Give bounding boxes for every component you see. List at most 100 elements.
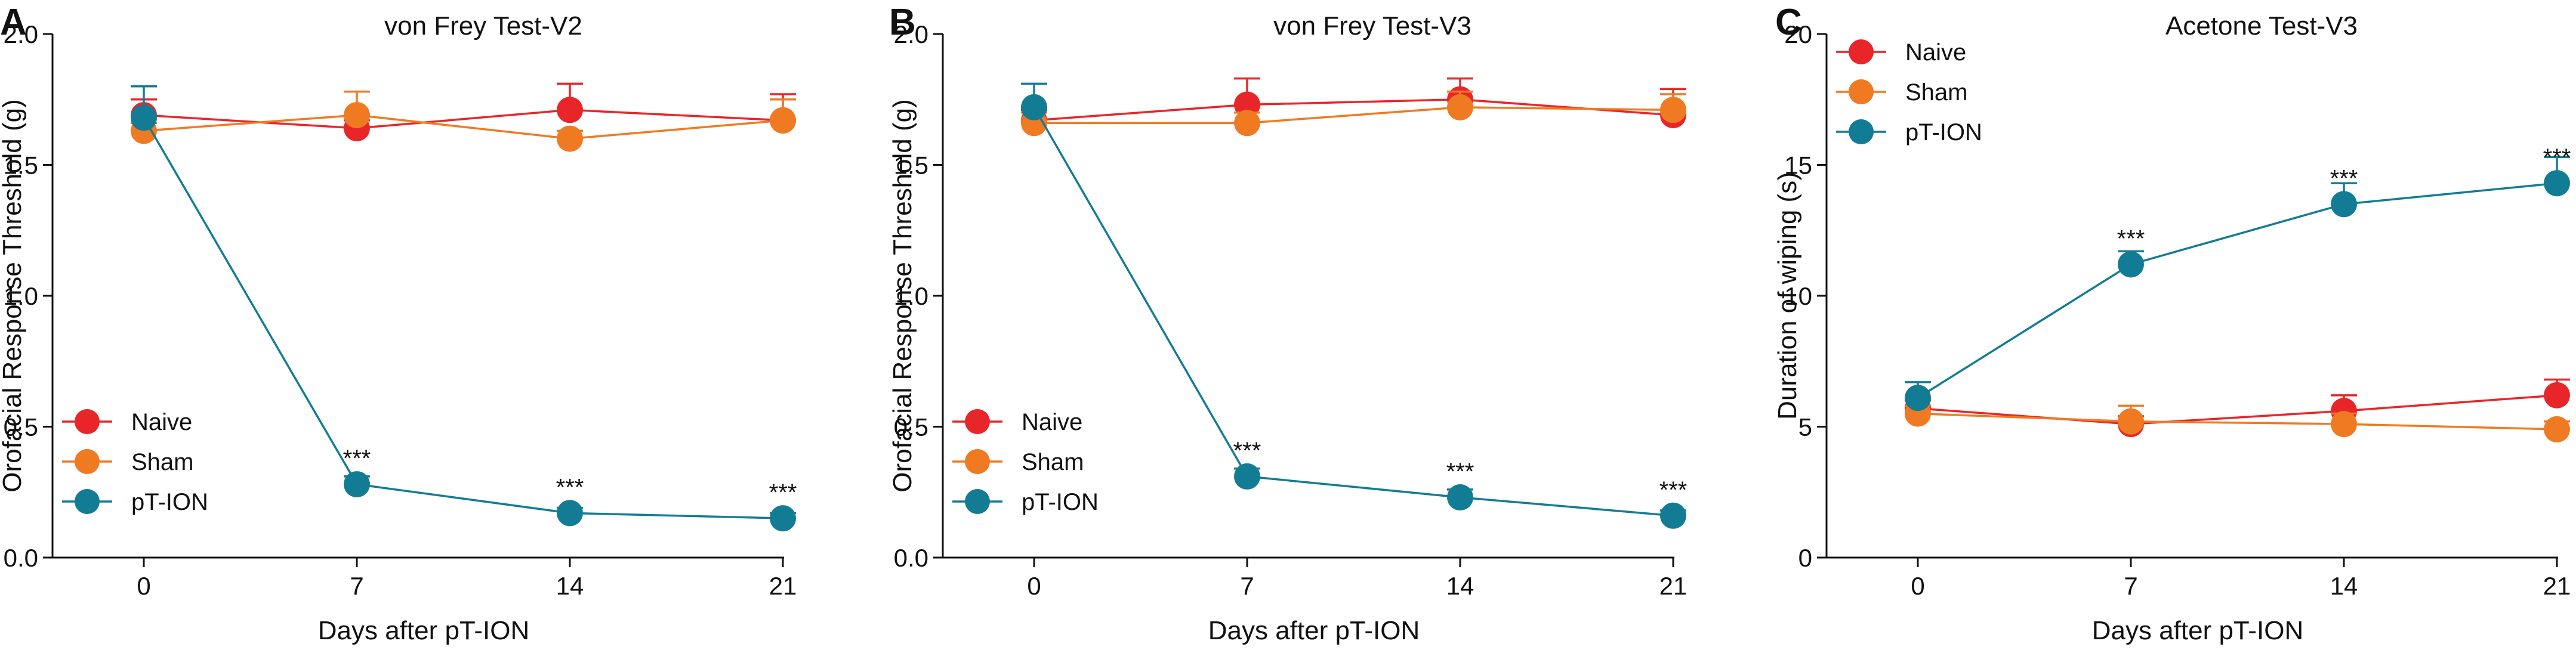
legend-swatch-marker xyxy=(75,449,100,474)
y-tick-label: 0 xyxy=(1798,544,1812,572)
data-point-naive xyxy=(2544,382,2570,408)
x-tick-label: 7 xyxy=(2124,572,2137,600)
y-tick-label: 15 xyxy=(1784,151,1812,179)
chart-title: von Frey Test-V2 xyxy=(384,11,582,41)
y-tick-label: 1.5 xyxy=(4,151,38,179)
significance-marker: *** xyxy=(1446,459,1474,485)
significance-marker: *** xyxy=(769,479,797,506)
series-line-pt-ion xyxy=(1033,107,1674,517)
series-line-naive xyxy=(143,109,783,129)
legend-label-naive: Naive xyxy=(1905,39,1966,66)
y-tick-label: 0.0 xyxy=(894,544,928,572)
series-naive xyxy=(1021,77,1686,134)
significance-marker: *** xyxy=(2330,165,2358,191)
data-point-pt-ion xyxy=(2331,191,2357,218)
panel-letter: B xyxy=(889,2,916,43)
x-tick-label: 0 xyxy=(1027,572,1041,600)
data-point-pt-ion xyxy=(2118,251,2144,278)
y-tick-label: 0.5 xyxy=(894,413,928,441)
legend: Naive Sham pT-ION xyxy=(1836,39,1982,146)
series-sham xyxy=(1021,90,1686,137)
legend-swatch-marker xyxy=(75,409,100,434)
data-point-sham xyxy=(344,102,370,129)
x-axis-label: Days after pT-ION xyxy=(1208,616,1420,645)
series-naive xyxy=(131,82,796,142)
series-pt-ion xyxy=(1021,82,1686,529)
legend-label-naive: Naive xyxy=(131,409,192,435)
legend-swatch-marker xyxy=(1849,39,1874,64)
legend: Naive Sham pT-ION xyxy=(62,409,208,515)
series-line-sham xyxy=(1034,106,1674,125)
series-line-naive xyxy=(1034,98,1674,122)
data-point-pt-ion xyxy=(1447,484,1473,511)
legend-label-sham: Sham xyxy=(131,449,194,475)
data-point-pt-ion xyxy=(770,505,796,532)
legend-swatch-marker xyxy=(965,409,990,434)
data-point-pt-ion xyxy=(557,500,583,527)
x-tick-label: 0 xyxy=(1911,572,1924,600)
series-line-sham xyxy=(1917,412,2558,431)
data-point-sham xyxy=(770,107,796,134)
legend-label-sham: Sham xyxy=(1905,79,1968,106)
x-tick-label: 7 xyxy=(1240,572,1254,600)
series-sham xyxy=(1905,400,2570,442)
x-tick-label: 7 xyxy=(350,572,363,600)
series-naive xyxy=(1905,378,2570,438)
legend-swatch-marker xyxy=(1849,79,1874,104)
y-tick-label: 2.0 xyxy=(4,20,38,48)
data-point-sham xyxy=(2544,416,2570,442)
data-point-sham xyxy=(1234,110,1260,137)
chart-title: Acetone Test-V3 xyxy=(2165,11,2358,41)
significance-marker: *** xyxy=(2543,144,2571,171)
x-tick-label: 21 xyxy=(1659,572,1687,600)
data-point-sham xyxy=(557,125,583,152)
legend-label-pt-ion: pT-ION xyxy=(1022,489,1099,515)
panel-letter: C xyxy=(1775,2,1802,43)
x-tick-label: 14 xyxy=(2330,572,2358,600)
significance-marker: *** xyxy=(1233,438,1261,464)
data-point-naive xyxy=(557,97,583,123)
y-tick-label: 1.0 xyxy=(4,282,38,310)
series-pt-ion xyxy=(1905,156,2570,411)
data-point-pt-ion xyxy=(344,471,370,498)
panel-c: C Acetone Test-V3 0 5 10 15 20 0 7 14 21 Days after… xyxy=(1773,2,2571,645)
data-point-sham xyxy=(1447,94,1473,120)
legend-swatch-marker xyxy=(965,489,990,514)
chart-title: von Frey Test-V3 xyxy=(1273,11,1471,41)
x-tick-label: 21 xyxy=(2543,572,2571,600)
data-point-pt-ion xyxy=(1234,463,1260,490)
significance-marker: *** xyxy=(556,474,584,500)
y-axis-label: Duration of wiping (s) xyxy=(1773,172,1802,420)
x-axis-label: Days after pT-ION xyxy=(318,616,530,645)
data-point-sham xyxy=(1660,97,1686,123)
data-point-pt-ion xyxy=(1021,94,1047,120)
y-tick-label: 5 xyxy=(1798,413,1812,441)
legend-label-naive: Naive xyxy=(1022,409,1082,435)
series-line-pt-ion xyxy=(143,117,783,519)
series-line-sham xyxy=(143,114,783,140)
y-axis-label: Orofacial Response Threshold (g) xyxy=(0,99,27,493)
significance-marker: *** xyxy=(2117,225,2145,252)
data-point-pt-ion xyxy=(1660,502,1686,529)
legend-swatch-marker xyxy=(1849,119,1874,144)
legend-label-sham: Sham xyxy=(1022,449,1084,475)
significance-marker: *** xyxy=(1659,477,1687,503)
series-line-naive xyxy=(1917,394,2558,425)
y-tick-label: 1.0 xyxy=(894,282,928,310)
panel-letter: A xyxy=(0,2,27,43)
data-point-sham xyxy=(2331,411,2357,438)
y-tick-label: 1.5 xyxy=(894,151,928,179)
data-point-naive xyxy=(1234,91,1260,118)
y-axis-label: Orofacial Response Threshold (g) xyxy=(888,99,917,493)
data-point-pt-ion xyxy=(2544,170,2570,197)
series-line-pt-ion xyxy=(1917,182,2558,399)
x-tick-label: 21 xyxy=(769,572,797,600)
legend-label-pt-ion: pT-ION xyxy=(1905,119,1982,146)
x-axis-label: Days after pT-ION xyxy=(2092,616,2304,645)
legend-label-pt-ion: pT-ION xyxy=(131,489,208,515)
legend: Naive Sham pT-ION xyxy=(952,409,1099,515)
x-tick-label: 0 xyxy=(137,572,150,600)
